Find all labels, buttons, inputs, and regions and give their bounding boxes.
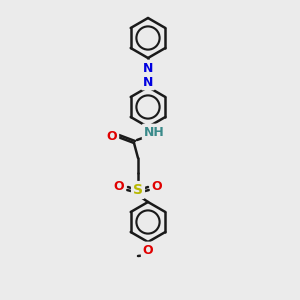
Text: NH: NH [144, 125, 164, 139]
Text: S: S [133, 183, 143, 197]
Text: N: N [143, 76, 153, 88]
Text: N: N [143, 61, 153, 74]
Text: O: O [143, 244, 153, 256]
Text: O: O [152, 179, 162, 193]
Text: O: O [114, 179, 124, 193]
Text: O: O [107, 130, 117, 142]
